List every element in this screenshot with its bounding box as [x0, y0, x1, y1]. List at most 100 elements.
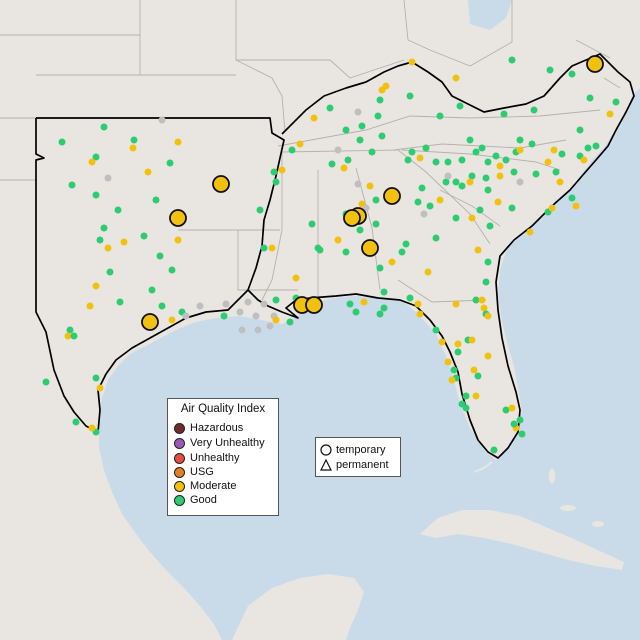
site-marker[interactable] — [486, 222, 494, 230]
site-marker[interactable] — [568, 194, 576, 202]
site-marker[interactable] — [340, 164, 348, 172]
site-marker[interactable] — [462, 392, 470, 400]
site-marker[interactable] — [414, 198, 422, 206]
temporary-site-marker[interactable] — [305, 296, 323, 314]
site-marker[interactable] — [272, 316, 280, 324]
site-marker[interactable] — [272, 178, 280, 186]
site-marker[interactable] — [86, 302, 94, 310]
site-marker[interactable] — [372, 220, 380, 228]
site-marker[interactable] — [380, 288, 388, 296]
site-marker[interactable] — [268, 244, 276, 252]
site-marker[interactable] — [88, 158, 96, 166]
site-marker[interactable] — [368, 148, 376, 156]
site-marker[interactable] — [508, 404, 516, 412]
site-marker[interactable] — [558, 150, 566, 158]
site-marker[interactable] — [532, 170, 540, 178]
site-marker[interactable] — [516, 178, 524, 186]
site-marker[interactable] — [92, 191, 100, 199]
site-marker[interactable] — [256, 206, 264, 214]
site-marker[interactable] — [68, 181, 76, 189]
site-marker[interactable] — [454, 340, 462, 348]
temporary-site-marker[interactable] — [383, 187, 401, 205]
site-marker[interactable] — [166, 159, 174, 167]
site-marker[interactable] — [366, 182, 374, 190]
site-marker[interactable] — [584, 144, 592, 152]
site-marker[interactable] — [508, 204, 516, 212]
site-marker[interactable] — [344, 156, 352, 164]
site-marker[interactable] — [572, 202, 580, 210]
site-marker[interactable] — [548, 204, 556, 212]
site-marker[interactable] — [408, 148, 416, 156]
site-marker[interactable] — [360, 298, 368, 306]
site-marker[interactable] — [450, 366, 458, 374]
site-marker[interactable] — [378, 132, 386, 140]
site-marker[interactable] — [314, 244, 322, 252]
site-marker[interactable] — [376, 96, 384, 104]
site-marker[interactable] — [550, 146, 558, 154]
temporary-site-marker[interactable] — [361, 239, 379, 257]
site-marker[interactable] — [442, 178, 450, 186]
site-marker[interactable] — [342, 126, 350, 134]
site-marker[interactable] — [458, 156, 466, 164]
site-marker[interactable] — [260, 244, 268, 252]
site-marker[interactable] — [438, 338, 446, 346]
site-marker[interactable] — [104, 174, 112, 182]
site-marker[interactable] — [356, 226, 364, 234]
site-marker[interactable] — [472, 296, 480, 304]
site-marker[interactable] — [432, 158, 440, 166]
site-marker[interactable] — [580, 156, 588, 164]
site-marker[interactable] — [104, 244, 112, 252]
site-marker[interactable] — [518, 430, 526, 438]
site-marker[interactable] — [408, 58, 416, 66]
site-marker[interactable] — [606, 110, 614, 118]
site-marker[interactable] — [406, 92, 414, 100]
site-marker[interactable] — [482, 278, 490, 286]
site-marker[interactable] — [286, 318, 294, 326]
site-marker[interactable] — [129, 144, 137, 152]
site-marker[interactable] — [354, 180, 362, 188]
site-marker[interactable] — [358, 122, 366, 130]
site-marker[interactable] — [480, 304, 488, 312]
site-marker[interactable] — [388, 258, 396, 266]
site-marker[interactable] — [356, 136, 364, 144]
site-marker[interactable] — [496, 172, 504, 180]
site-marker[interactable] — [478, 296, 486, 304]
site-marker[interactable] — [502, 406, 510, 414]
site-marker[interactable] — [526, 228, 534, 236]
site-marker[interactable] — [334, 236, 342, 244]
site-marker[interactable] — [416, 310, 424, 318]
site-marker[interactable] — [484, 258, 492, 266]
site-marker[interactable] — [458, 182, 466, 190]
site-marker[interactable] — [100, 224, 108, 232]
site-marker[interactable] — [120, 238, 128, 246]
site-marker[interactable] — [466, 136, 474, 144]
site-marker[interactable] — [92, 374, 100, 382]
site-marker[interactable] — [130, 136, 138, 144]
site-marker[interactable] — [376, 310, 384, 318]
site-marker[interactable] — [426, 202, 434, 210]
site-marker[interactable] — [156, 252, 164, 260]
site-marker[interactable] — [96, 236, 104, 244]
site-marker[interactable] — [416, 154, 424, 162]
site-marker[interactable] — [544, 158, 552, 166]
monitoring-sites[interactable] — [42, 55, 620, 454]
site-marker[interactable] — [516, 146, 524, 154]
site-marker[interactable] — [546, 66, 554, 74]
site-marker[interactable] — [382, 82, 390, 90]
site-marker[interactable] — [66, 326, 74, 334]
site-marker[interactable] — [510, 168, 518, 176]
site-marker[interactable] — [64, 332, 72, 340]
temporary-site-marker[interactable] — [141, 313, 159, 331]
site-marker[interactable] — [508, 56, 516, 64]
site-marker[interactable] — [420, 210, 428, 218]
site-marker[interactable] — [494, 198, 502, 206]
site-marker[interactable] — [490, 446, 498, 454]
site-marker[interactable] — [372, 196, 380, 204]
site-marker[interactable] — [42, 378, 50, 386]
site-marker[interactable] — [500, 110, 508, 118]
site-marker[interactable] — [406, 294, 414, 302]
site-marker[interactable] — [516, 416, 524, 424]
site-marker[interactable] — [58, 138, 66, 146]
site-marker[interactable] — [436, 112, 444, 120]
site-marker[interactable] — [334, 146, 342, 154]
